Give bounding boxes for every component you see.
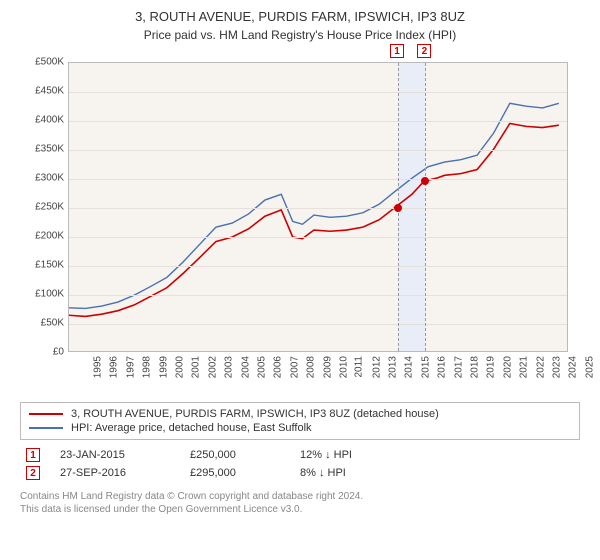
- sale-flag: 2: [26, 466, 40, 480]
- sale-price: £250,000: [190, 449, 280, 461]
- y-tick-label: £0: [20, 346, 64, 357]
- y-tick-label: £350K: [20, 143, 64, 154]
- marker-vline: [425, 63, 426, 351]
- plot: [68, 62, 568, 352]
- sale-date: 27-SEP-2016: [60, 467, 170, 479]
- sale-price: £295,000: [190, 467, 280, 479]
- y-tick-label: £500K: [20, 56, 64, 67]
- y-tick-label: £150K: [20, 259, 64, 270]
- marker-flag: 1: [390, 44, 404, 58]
- legend-swatch: [29, 413, 63, 415]
- marker-dot: [394, 204, 402, 212]
- footer-line-1: Contains HM Land Registry data © Crown c…: [20, 490, 580, 503]
- legend-row: 3, ROUTH AVENUE, PURDIS FARM, IPSWICH, I…: [29, 407, 571, 421]
- footer: Contains HM Land Registry data © Crown c…: [20, 490, 580, 516]
- sale-delta: 8% ↓ HPI: [300, 467, 346, 479]
- marker-flag: 2: [417, 44, 431, 58]
- marker-dot: [421, 177, 429, 185]
- sale-flag: 1: [26, 448, 40, 462]
- series-hpi: [69, 103, 559, 308]
- footer-line-2: This data is licensed under the Open Gov…: [20, 503, 580, 516]
- y-tick-label: £300K: [20, 172, 64, 183]
- y-tick-label: £400K: [20, 114, 64, 125]
- chart-title: 3, ROUTH AVENUE, PURDIS FARM, IPSWICH, I…: [12, 8, 588, 26]
- legend: 3, ROUTH AVENUE, PURDIS FARM, IPSWICH, I…: [20, 402, 580, 440]
- legend-row: HPI: Average price, detached house, East…: [29, 421, 571, 435]
- legend-label: HPI: Average price, detached house, East…: [71, 422, 312, 434]
- series-price_paid: [69, 123, 559, 316]
- sales-notes: 1 23-JAN-2015 £250,000 12% ↓ HPI 2 27-SEP-201…: [20, 446, 580, 482]
- sale-date: 23-JAN-2015: [60, 449, 170, 461]
- y-tick-label: £100K: [20, 288, 64, 299]
- y-tick-label: £200K: [20, 230, 64, 241]
- chart-subtitle: Price paid vs. HM Land Registry's House …: [12, 28, 588, 42]
- chart-area: £0 £50K £100K £150K £200K £250K £300K £350K £400…: [20, 48, 580, 398]
- sale-row: 2 27-SEP-2016 £295,000 8% ↓ HPI: [20, 464, 580, 482]
- x-tick-label: 2025: [584, 356, 600, 378]
- legend-label: 3, ROUTH AVENUE, PURDIS FARM, IPSWICH, I…: [71, 408, 439, 420]
- legend-swatch: [29, 427, 63, 429]
- sale-delta: 12% ↓ HPI: [300, 449, 352, 461]
- y-tick-label: £250K: [20, 201, 64, 212]
- sale-row: 1 23-JAN-2015 £250,000 12% ↓ HPI: [20, 446, 580, 464]
- y-tick-label: £50K: [20, 317, 64, 328]
- y-tick-label: £450K: [20, 85, 64, 96]
